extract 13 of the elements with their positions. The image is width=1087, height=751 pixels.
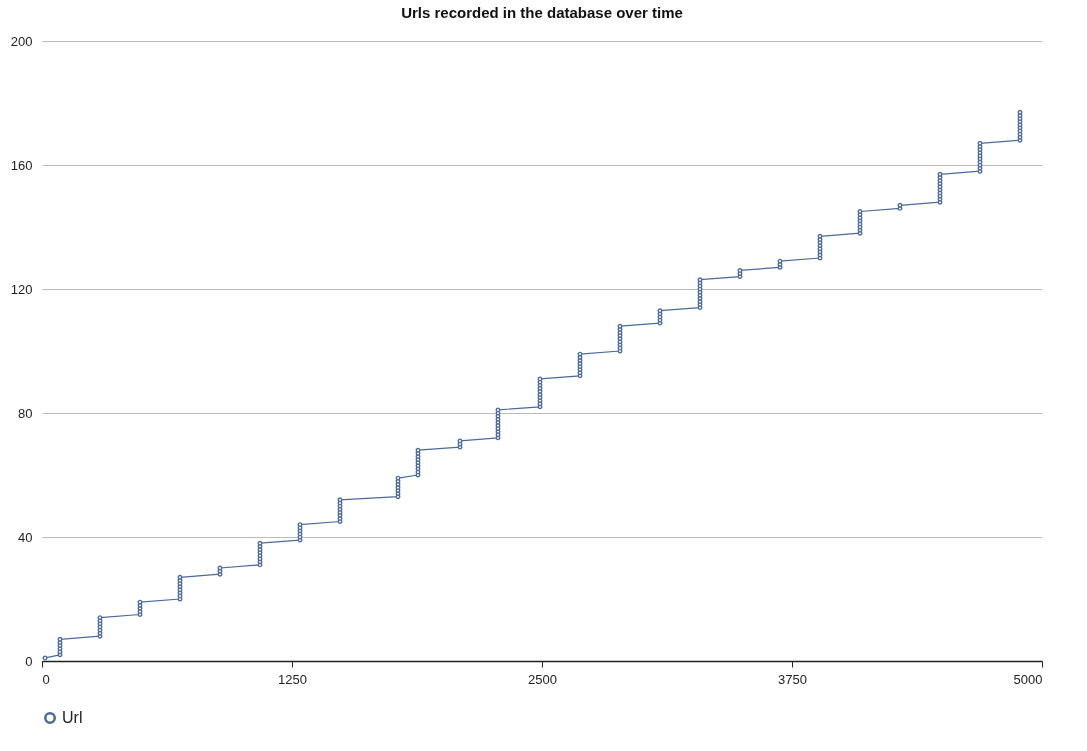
x-tick-label: 0 [42,671,50,687]
y-tick-label: 80 [18,405,33,421]
x-tick-label: 5000 [1013,671,1043,687]
y-tick-label: 160 [10,157,33,173]
y-tick-label: 120 [10,281,33,297]
x-tick-label: 1250 [278,671,307,687]
y-tick-label: 200 [10,33,33,49]
x-tick-label: 2500 [528,671,557,687]
chart-title: Urls recorded in the database over time [401,4,683,21]
legend-label: Url [62,709,83,726]
y-tick-label: 40 [18,529,33,545]
x-tick-label: 3750 [778,671,807,687]
y-tick-label: 0 [25,653,33,669]
